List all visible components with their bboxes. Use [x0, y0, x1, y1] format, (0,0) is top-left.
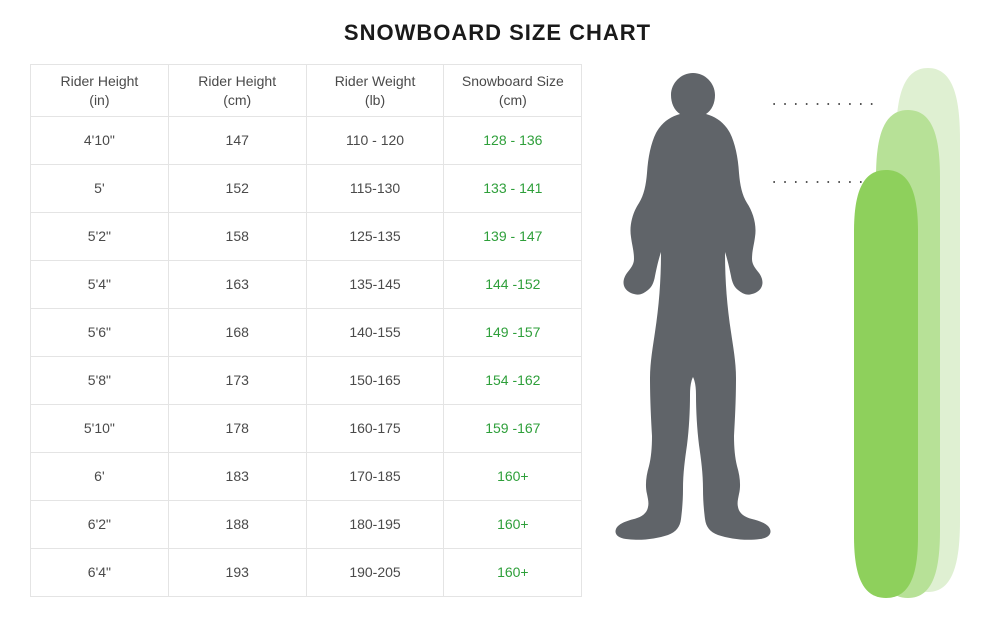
page-title: SNOWBOARD SIZE CHART [30, 20, 965, 46]
cell-height-in: 5'4" [31, 261, 169, 309]
cell-height-cm: 193 [168, 549, 306, 597]
cell-height-in: 4'10" [31, 117, 169, 165]
cell-size-cm: 160+ [444, 501, 582, 549]
cell-size-cm: 160+ [444, 453, 582, 501]
rider-silhouette-icon [590, 58, 790, 598]
cell-weight-lb: 180-195 [306, 501, 444, 549]
cell-height-in: 5'2" [31, 213, 169, 261]
table-row: 5'152115-130133 - 141 [31, 165, 582, 213]
table-row: 5'4"163135-145144 -152 [31, 261, 582, 309]
cell-size-cm: 144 -152 [444, 261, 582, 309]
col-header-weight-lb: Rider Weight(lb) [306, 65, 444, 117]
cell-weight-lb: 140-155 [306, 309, 444, 357]
cell-size-cm: 133 - 141 [444, 165, 582, 213]
cell-height-cm: 152 [168, 165, 306, 213]
illustration: .......... .......... [590, 64, 965, 604]
col-header-height-cm: Rider Height(cm) [168, 65, 306, 117]
cell-weight-lb: 135-145 [306, 261, 444, 309]
cell-height-cm: 173 [168, 357, 306, 405]
content-row: Rider Height(in) Rider Height(cm) Rider … [30, 64, 965, 604]
dotted-line-top: .......... [770, 94, 878, 109]
cell-height-in: 5' [31, 165, 169, 213]
cell-height-in: 5'10" [31, 405, 169, 453]
cell-size-cm: 160+ [444, 549, 582, 597]
table-row: 6'2"188180-195160+ [31, 501, 582, 549]
cell-height-cm: 147 [168, 117, 306, 165]
cell-height-in: 5'8" [31, 357, 169, 405]
cell-size-cm: 128 - 136 [444, 117, 582, 165]
cell-height-in: 6' [31, 453, 169, 501]
cell-height-in: 5'6" [31, 309, 169, 357]
table-header-row: Rider Height(in) Rider Height(cm) Rider … [31, 65, 582, 117]
cell-size-cm: 149 -157 [444, 309, 582, 357]
cell-height-cm: 178 [168, 405, 306, 453]
cell-weight-lb: 110 - 120 [306, 117, 444, 165]
cell-weight-lb: 115-130 [306, 165, 444, 213]
cell-height-in: 6'2" [31, 501, 169, 549]
cell-height-cm: 163 [168, 261, 306, 309]
cell-size-cm: 159 -167 [444, 405, 582, 453]
table-row: 4'10"147110 - 120128 - 136 [31, 117, 582, 165]
table-row: 5'6"168140-155149 -157 [31, 309, 582, 357]
cell-height-cm: 183 [168, 453, 306, 501]
cell-weight-lb: 160-175 [306, 405, 444, 453]
cell-size-cm: 139 - 147 [444, 213, 582, 261]
cell-height-cm: 158 [168, 213, 306, 261]
cell-weight-lb: 190-205 [306, 549, 444, 597]
cell-size-cm: 154 -162 [444, 357, 582, 405]
size-table: Rider Height(in) Rider Height(cm) Rider … [30, 64, 582, 597]
cell-weight-lb: 150-165 [306, 357, 444, 405]
cell-height-cm: 188 [168, 501, 306, 549]
table-row: 5'2"158125-135139 - 147 [31, 213, 582, 261]
col-header-height-in: Rider Height(in) [31, 65, 169, 117]
table-row: 6'183170-185160+ [31, 453, 582, 501]
table-row: 5'10"178160-175159 -167 [31, 405, 582, 453]
cell-weight-lb: 170-185 [306, 453, 444, 501]
cell-height-in: 6'4" [31, 549, 169, 597]
col-header-size-cm: Snowboard Size(cm) [444, 65, 582, 117]
table-row: 6'4"193190-205160+ [31, 549, 582, 597]
cell-weight-lb: 125-135 [306, 213, 444, 261]
snowboard-front-icon [846, 164, 926, 604]
table-row: 5'8"173150-165154 -162 [31, 357, 582, 405]
cell-height-cm: 168 [168, 309, 306, 357]
